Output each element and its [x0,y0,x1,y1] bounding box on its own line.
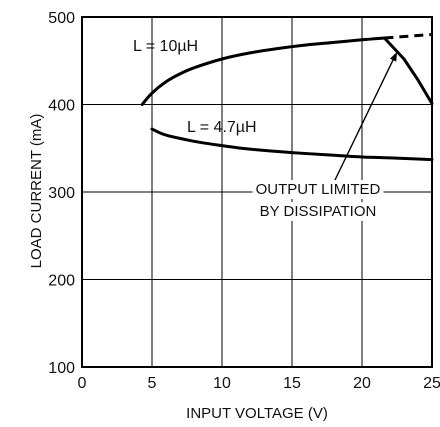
annotation-background-1 [252,180,384,199]
annotation-line-2: BY DISSIPATION [260,203,377,220]
series-extension-10uh-dashed [384,33,433,40]
x-tick-label-5: 5 [148,375,157,392]
y-tick-label-500: 500 [48,10,75,27]
annotation-line-1: OUTPUT LIMITED [256,181,381,198]
plot-frame [81,16,433,368]
annotation-arrow-head [389,52,397,62]
annotation-background-2 [256,202,380,221]
series-line-4-7uh [150,127,434,162]
x-tick-label-15: 15 [283,375,301,392]
y-tick-label-400: 400 [48,98,75,115]
x-axis-title: INPUT VOLTAGE (V) [186,405,328,422]
y-tick-label-100: 100 [48,360,75,377]
curve-layer [140,33,434,162]
x-tick-label-10: 10 [213,375,231,392]
y-tick-label-200: 200 [48,273,75,290]
y-tick-label-300: 300 [48,185,75,202]
series-line-10uh [140,36,434,106]
y-axis-title: LOAD CURRENT (mA) [28,114,45,269]
series-label-4-7uh: L = 4.7µH [187,119,257,136]
x-tick-label-0: 0 [78,375,87,392]
x-tick-label-20: 20 [353,375,371,392]
annotation-arrow-line [334,57,395,181]
series-label-10uh: L = 10µH [133,38,198,55]
x-tick-label-25: 25 [423,375,440,392]
tick-label-layer: 0 5 10 15 20 25 100 200 300 400 500 [48,10,440,392]
